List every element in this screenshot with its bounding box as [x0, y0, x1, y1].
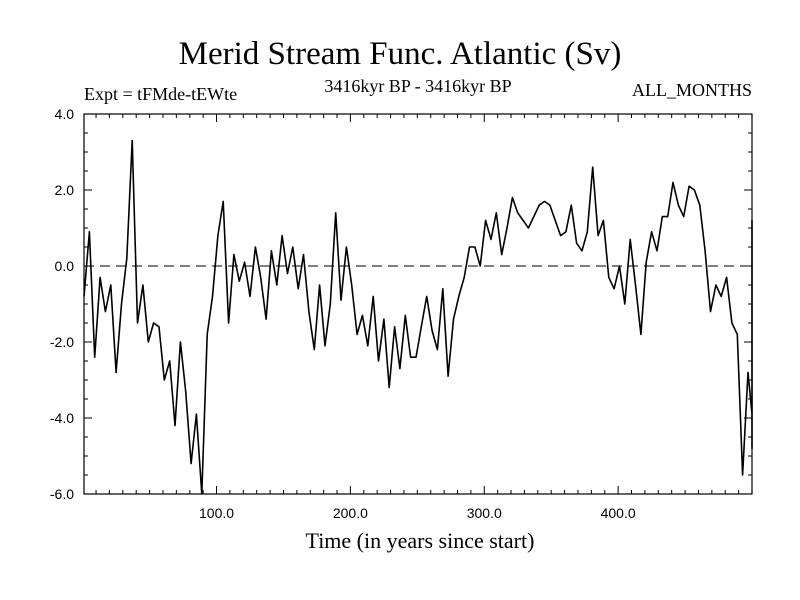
y-tick-label: -2.0	[50, 334, 74, 350]
x-tick-label: 300.0	[467, 505, 502, 521]
experiment-label: Expt = tFMde-tEWte	[84, 84, 238, 104]
y-tick-label: -6.0	[50, 486, 74, 502]
y-tick-label: 2.0	[55, 182, 75, 198]
y-tick-label: 0.0	[55, 258, 75, 274]
x-tick-label: 400.0	[601, 505, 636, 521]
series-line	[83, 139, 753, 495]
plot-area	[83, 113, 753, 495]
axis-ticks: 100.0 200.0 300.0 400.0 -6.0 -4.0 -2.0 0.0 2.0 4.…	[50, 106, 752, 521]
x-axis-label: Time (in years since start)	[305, 528, 535, 553]
chart-title: Merid Stream Func. Atlantic (Sv)	[178, 36, 622, 72]
x-tick-label: 200.0	[333, 505, 368, 521]
chart-subtitle: 3416kyr BP - 3416kyr BP	[324, 76, 512, 96]
y-tick-label: -4.0	[50, 410, 74, 426]
period-label: ALL_MONTHS	[632, 80, 752, 100]
y-tick-label: 4.0	[55, 106, 75, 122]
x-tick-label: 100.0	[199, 505, 234, 521]
